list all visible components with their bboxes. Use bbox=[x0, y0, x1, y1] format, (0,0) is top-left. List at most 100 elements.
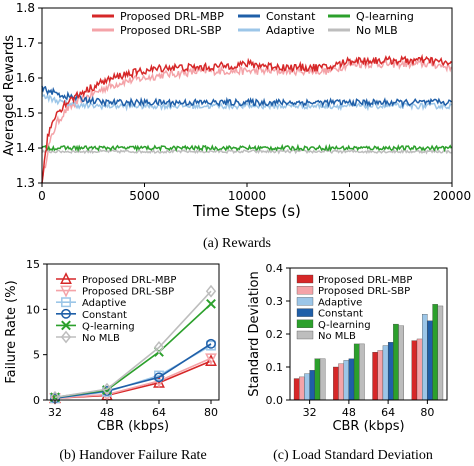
legend-item-constant: Constant bbox=[56, 308, 127, 321]
series-line-q-learning bbox=[41, 143, 452, 153]
legend-marker bbox=[60, 272, 72, 284]
legend-label: Proposed DRL-SBP bbox=[318, 286, 410, 297]
bar-constant bbox=[387, 342, 394, 401]
series-line-constant bbox=[41, 85, 452, 109]
legend-label: Adaptive bbox=[82, 298, 126, 309]
series-line-no-mlb bbox=[54, 290, 212, 399]
data-point bbox=[101, 382, 113, 396]
legend-label: Q-learning bbox=[356, 10, 414, 23]
series-no-mlb bbox=[49, 284, 217, 404]
legend-label: Proposed DRL-SBP bbox=[82, 287, 174, 298]
bar-no-mlb bbox=[398, 325, 404, 401]
y-tick-label: 1.5 bbox=[16, 106, 35, 120]
legend-item-proposed-drl-sbp: Proposed DRL-SBP bbox=[56, 285, 174, 298]
bar-adaptive bbox=[343, 360, 350, 401]
x-tick-label: 5000 bbox=[129, 189, 160, 203]
y-axis-label: Averaged Rewards bbox=[2, 35, 17, 156]
legend-item-adaptive: Adaptive bbox=[238, 24, 315, 37]
legend-item-q-learning: Q-learning bbox=[56, 320, 135, 332]
x-axis-label: CBR (kbps) bbox=[332, 419, 404, 434]
legend-label: Proposed DRL-SBP bbox=[120, 24, 222, 37]
legend-label: No MLB bbox=[356, 24, 398, 37]
legend-label: Adaptive bbox=[266, 24, 315, 37]
load-std-chart: 32 48 64 80 0.0 0.1 0.2 0.3 0.4 CBR (kbps) Standar… bbox=[247, 262, 448, 434]
legend-swatch bbox=[296, 319, 314, 328]
legend-item-proposed-drl-mbp: Proposed DRL-MBP bbox=[56, 272, 176, 286]
bar-adaptive bbox=[304, 373, 310, 401]
legend-marker bbox=[61, 320, 71, 331]
legend-item-no-mlb: No MLB bbox=[296, 330, 356, 342]
y-tick-label: 10 bbox=[26, 303, 40, 316]
legend-label: Proposed DRL-MBP bbox=[318, 275, 412, 286]
legend-swatch bbox=[296, 308, 314, 317]
y-tick-label: 1.6 bbox=[16, 71, 35, 85]
legend-item-adaptive: Adaptive bbox=[296, 297, 362, 308]
legend-item-proposed-drl-mbp: Proposed DRL-MBP bbox=[296, 274, 412, 286]
legend-item-constant: Constant bbox=[238, 10, 316, 23]
failure-rate-chart: 32 48 64 80 0 5 10 15 CBR (kbps) Failure Rate (%)… bbox=[4, 258, 220, 434]
data-point bbox=[205, 353, 217, 366]
legend-label: Proposed DRL-MBP bbox=[120, 10, 224, 23]
bar-no-mlb bbox=[437, 305, 444, 401]
legend-swatch bbox=[296, 297, 314, 306]
bar-proposed-drl-sbp bbox=[377, 350, 384, 401]
legend-marker bbox=[61, 308, 71, 319]
rewards-chart: 0 5000 10000 15000 20000 1.3 1.4 1.5 1.6 1.7 1.8 Ti… bbox=[2, 1, 471, 220]
data-point bbox=[153, 341, 165, 354]
caption-load-std: (c) Load Standard Deviation bbox=[273, 448, 433, 463]
legend-swatch bbox=[296, 274, 314, 284]
legend-swatch bbox=[296, 330, 314, 340]
series-line-no-mlb bbox=[41, 148, 452, 155]
x-tick-label: 0 bbox=[38, 189, 46, 203]
series-line-adaptive bbox=[41, 92, 452, 112]
data-point bbox=[206, 298, 216, 309]
x-tick-label: 80 bbox=[204, 406, 218, 419]
x-tick-label: 48 bbox=[100, 406, 114, 419]
bar-constant bbox=[427, 320, 433, 401]
legend-label: Adaptive bbox=[318, 297, 362, 308]
legend-label: Constant bbox=[82, 310, 127, 321]
bar-proposed-drl-mbp bbox=[293, 378, 300, 401]
bar-no-mlb bbox=[319, 358, 326, 401]
x-tick-label: 10000 bbox=[228, 189, 266, 203]
bar-proposed-drl-mbp bbox=[372, 351, 378, 401]
caption-rewards: (a) Rewards bbox=[203, 236, 271, 251]
legend-label: No MLB bbox=[82, 333, 120, 344]
legend-label: Q-learning bbox=[318, 320, 371, 331]
bar-proposed-drl-sbp bbox=[416, 338, 423, 401]
bar-constant bbox=[348, 358, 355, 401]
legend-marker bbox=[61, 297, 71, 308]
bar-q-learning bbox=[314, 358, 321, 401]
data-point bbox=[205, 354, 217, 366]
series-line-proposed-drl-sbp bbox=[41, 58, 453, 184]
bar-constant bbox=[309, 370, 315, 401]
legend-item-proposed-drl-sbp: Proposed DRL-SBP bbox=[92, 24, 222, 37]
bar-q-learning bbox=[353, 343, 360, 401]
bar-proposed-drl-mbp bbox=[411, 340, 418, 401]
x-axis-label: CBR (kbps) bbox=[97, 419, 169, 434]
caption-failure-rate: (b) Handover Failure Rate bbox=[59, 448, 206, 463]
legend-label: Constant bbox=[318, 309, 363, 320]
legend-item-proposed-drl-mbp: Proposed DRL-MBP bbox=[92, 10, 224, 23]
y-tick-label: 0.0 bbox=[266, 394, 284, 407]
x-tick-label: 32 bbox=[48, 406, 62, 419]
y-tick-label: 0.1 bbox=[266, 361, 284, 374]
y-tick-label: 1.3 bbox=[16, 176, 35, 190]
bar-no-mlb bbox=[359, 343, 365, 401]
y-tick-label: 15 bbox=[26, 258, 40, 271]
x-tick-label: 80 bbox=[420, 406, 434, 419]
bar-proposed-drl-mbp bbox=[333, 366, 339, 401]
y-tick-label: 1.8 bbox=[16, 1, 35, 15]
series-q-learning bbox=[50, 298, 216, 403]
x-tick-label: 64 bbox=[152, 406, 166, 419]
legend-item-adaptive: Adaptive bbox=[56, 297, 126, 309]
x-tick-label: 15000 bbox=[330, 189, 368, 203]
series-line-proposed-drl-mbp bbox=[41, 53, 452, 184]
series-line-proposed-drl-sbp bbox=[54, 357, 212, 399]
legend-item-no-mlb: No MLB bbox=[56, 330, 120, 344]
data-point bbox=[206, 338, 216, 349]
y-axis-label: Failure Rate (%) bbox=[4, 280, 19, 383]
y-tick-label: 1.4 bbox=[16, 141, 35, 155]
y-tick-label: 0.4 bbox=[266, 262, 284, 275]
